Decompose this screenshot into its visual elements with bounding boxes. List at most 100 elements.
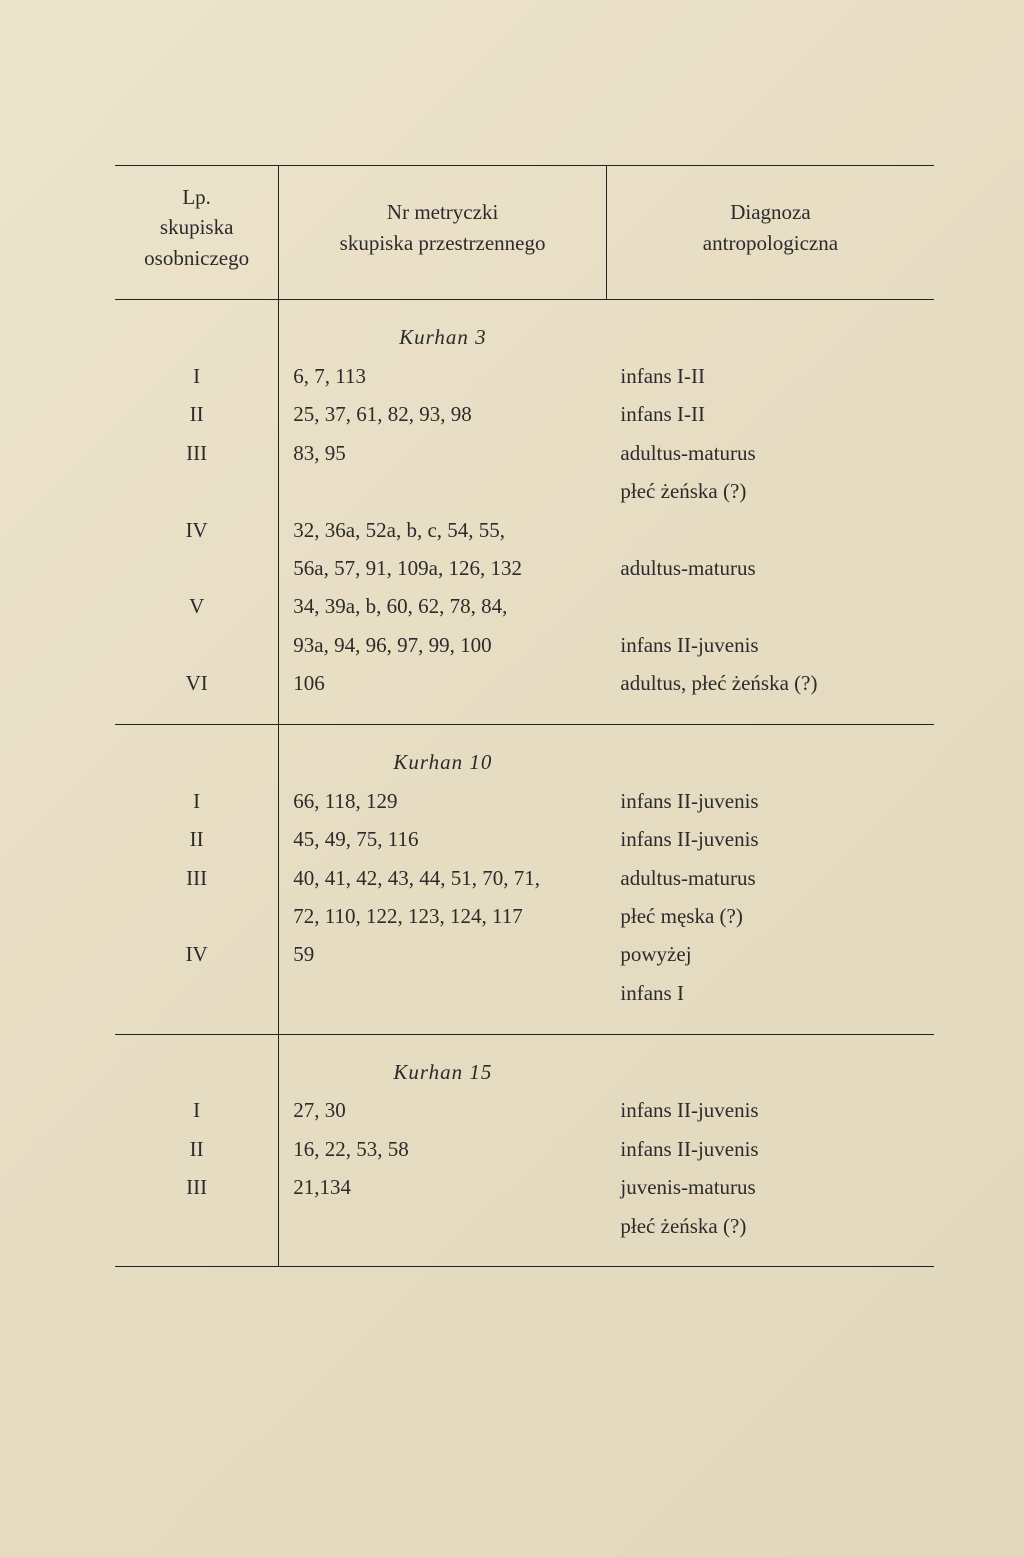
cell-lp: III <box>115 1168 279 1206</box>
cell-nr: 32, 36a, 52a, b, c, 54, 55, <box>279 511 607 549</box>
col3-line2: antropologiczna <box>617 228 924 258</box>
cell-di: płeć żeńska (?) <box>606 1207 934 1245</box>
cell-nr: 66, 118, 129 <box>279 782 607 820</box>
table-body: Kurhan 3I6, 7, 113infans I-IIII25, 37, 6… <box>115 300 934 1267</box>
section-divider <box>115 1022 934 1034</box>
cell-lp: I <box>115 782 279 820</box>
cell-lp <box>115 626 279 664</box>
table-row: III21,134juvenis-maturus <box>115 1168 934 1206</box>
cell-di: powyżej <box>606 935 934 973</box>
cell-di: infans II-juvenis <box>606 626 934 664</box>
cell-lp <box>115 1034 279 1091</box>
cell-nr: 34, 39a, b, 60, 62, 78, 84, <box>279 587 607 625</box>
cell-nr: 83, 95 <box>279 434 607 472</box>
section-divider <box>115 713 934 725</box>
cell-lp: V <box>115 587 279 625</box>
table-row: I6, 7, 113infans I-II <box>115 357 934 395</box>
cell-nr: 106 <box>279 664 607 702</box>
col1-line1: Lp. <box>125 182 268 212</box>
table-row: I27, 30infans II-juvenis <box>115 1091 934 1129</box>
cell-lp: II <box>115 1130 279 1168</box>
cell-di <box>606 725 934 782</box>
cell-lp: I <box>115 357 279 395</box>
cell-di: infans II-juvenis <box>606 1130 934 1168</box>
table-row: II45, 49, 75, 116infans II-juvenis <box>115 820 934 858</box>
spacer-row <box>115 1245 934 1255</box>
cell-di: płeć męska (?) <box>606 897 934 935</box>
table-row: II25, 37, 61, 82, 93, 98infans I-II <box>115 395 934 433</box>
cell-nr: 21,134 <box>279 1168 607 1206</box>
cell-nr: 72, 110, 122, 123, 124, 117 <box>279 897 607 935</box>
cell-lp: II <box>115 820 279 858</box>
section-title: Kurhan 3 <box>279 300 607 357</box>
cell-di: juvenis-maturus <box>606 1168 934 1206</box>
cell-nr: 93a, 94, 96, 97, 99, 100 <box>279 626 607 664</box>
table-row: 93a, 94, 96, 97, 99, 100infans II-juveni… <box>115 626 934 664</box>
table-row: 72, 110, 122, 123, 124, 117płeć męska (?… <box>115 897 934 935</box>
document-page: Lp. skupiska osobniczego Nr metryczki sk… <box>0 0 1024 1557</box>
cell-lp: IV <box>115 511 279 549</box>
table-row: płeć żeńska (?) <box>115 1207 934 1245</box>
table-row: VI106adultus, płeć żeńska (?) <box>115 664 934 702</box>
section-title: Kurhan 10 <box>279 725 607 782</box>
cell-nr <box>279 1207 607 1245</box>
cell-nr: 16, 22, 53, 58 <box>279 1130 607 1168</box>
spacer-row <box>115 1012 934 1022</box>
cell-lp: II <box>115 395 279 433</box>
cell-nr: 27, 30 <box>279 1091 607 1129</box>
col1-line3: osobniczego <box>125 243 268 273</box>
cell-di: infans I <box>606 974 934 1012</box>
cell-di: płeć żeńska (?) <box>606 472 934 510</box>
table-row: infans I <box>115 974 934 1012</box>
cell-lp: IV <box>115 935 279 973</box>
col-header-nr: Nr metryczki skupiska przestrzennego <box>279 166 607 300</box>
col2-line2: skupiska przestrzennego <box>289 228 596 258</box>
col2-line1: Nr metryczki <box>289 197 596 227</box>
section-divider <box>115 1255 934 1267</box>
table-row: IV32, 36a, 52a, b, c, 54, 55, <box>115 511 934 549</box>
cell-di: infans II-juvenis <box>606 820 934 858</box>
col-header-di: Diagnoza antropologiczna <box>606 166 934 300</box>
table-row: płeć żeńska (?) <box>115 472 934 510</box>
cell-di: infans I-II <box>606 357 934 395</box>
table-row: I66, 118, 129infans II-juvenis <box>115 782 934 820</box>
cell-lp: III <box>115 434 279 472</box>
data-table: Lp. skupiska osobniczego Nr metryczki sk… <box>115 165 934 1267</box>
cell-lp: III <box>115 859 279 897</box>
spacer-row <box>115 703 934 713</box>
table-row: 56a, 57, 91, 109a, 126, 132adultus-matur… <box>115 549 934 587</box>
cell-lp: VI <box>115 664 279 702</box>
col-header-lp: Lp. skupiska osobniczego <box>115 166 279 300</box>
table-row: III40, 41, 42, 43, 44, 51, 70, 71,adultu… <box>115 859 934 897</box>
section-title: Kurhan 15 <box>279 1034 607 1091</box>
cell-di: adultus-maturus <box>606 549 934 587</box>
cell-lp <box>115 549 279 587</box>
section-title-row: Kurhan 15 <box>115 1034 934 1091</box>
cell-nr <box>279 472 607 510</box>
cell-nr: 59 <box>279 935 607 973</box>
cell-nr: 6, 7, 113 <box>279 357 607 395</box>
table-row: V34, 39a, b, 60, 62, 78, 84, <box>115 587 934 625</box>
cell-lp <box>115 725 279 782</box>
cell-di: infans II-juvenis <box>606 782 934 820</box>
cell-lp <box>115 897 279 935</box>
cell-lp <box>115 974 279 1012</box>
cell-di <box>606 1034 934 1091</box>
cell-di: infans I-II <box>606 395 934 433</box>
cell-lp <box>115 1207 279 1245</box>
col3-line1: Diagnoza <box>617 197 924 227</box>
cell-di: adultus-maturus <box>606 434 934 472</box>
table-row: IV59powyżej <box>115 935 934 973</box>
cell-di: adultus, płeć żeńska (?) <box>606 664 934 702</box>
section-title-row: Kurhan 3 <box>115 300 934 357</box>
cell-lp <box>115 300 279 357</box>
cell-di <box>606 300 934 357</box>
section-title-row: Kurhan 10 <box>115 725 934 782</box>
cell-di <box>606 511 934 549</box>
cell-nr: 56a, 57, 91, 109a, 126, 132 <box>279 549 607 587</box>
cell-nr: 25, 37, 61, 82, 93, 98 <box>279 395 607 433</box>
table-row: III83, 95adultus-maturus <box>115 434 934 472</box>
table-row: II16, 22, 53, 58infans II-juvenis <box>115 1130 934 1168</box>
cell-nr: 45, 49, 75, 116 <box>279 820 607 858</box>
col1-line2: skupiska <box>125 212 268 242</box>
